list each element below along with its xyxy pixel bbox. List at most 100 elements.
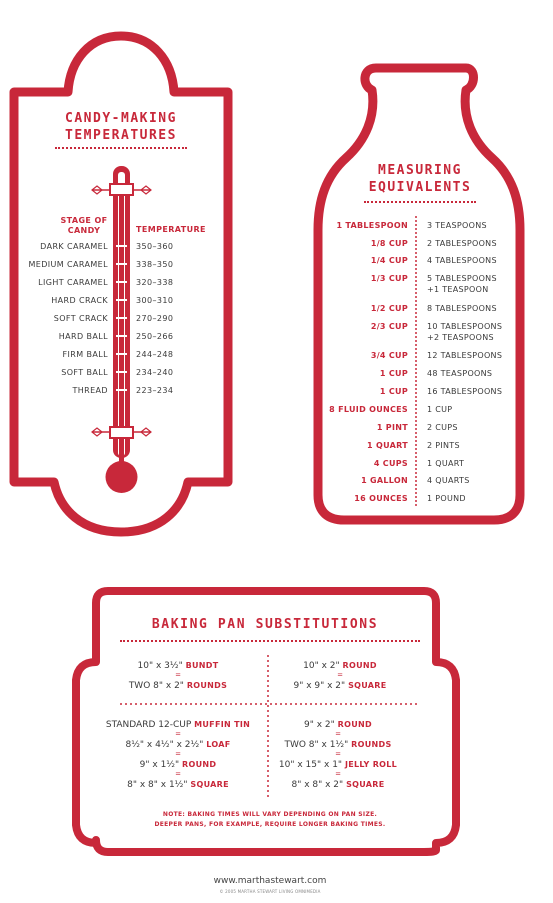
candy-stage: LIGHT CARAMEL — [38, 278, 108, 287]
baking-card-frame — [72, 587, 460, 856]
pan-name: SQUARE — [346, 780, 385, 789]
measuring-rhs-line1: 8 TABLESPOONS — [427, 304, 497, 313]
pan-8x8x2-square: 8" x 8" x 2" SQUARE — [218, 779, 458, 791]
candy-temp: 338–350 — [136, 260, 174, 269]
measuring-rhs-line1: 5 TABLESPOONS — [427, 274, 497, 283]
pan-dim: 8½" x 4½" x 2½" — [125, 740, 204, 750]
candy-temp: 223–234 — [136, 386, 174, 395]
measuring-rhs: 12 TABLESPOONS — [427, 350, 502, 361]
measuring-lhs: 4 CUPS — [373, 459, 408, 468]
measuring-title: MEASURING EQUIVALENTS — [320, 162, 520, 196]
candy-stage: HARD BALL — [58, 332, 108, 341]
candy-header-stage-line2: CANDY — [67, 226, 101, 235]
candy-row: SOFT CRACK 270–290 — [0, 314, 553, 328]
measuring-lhs: 1 CUP — [379, 369, 408, 378]
measuring-lhs: 1/4 CUP — [370, 256, 408, 265]
pan-name: ROUND — [182, 760, 217, 769]
pan-name: ROUND — [337, 720, 372, 729]
equals-sign: = — [335, 770, 341, 778]
measuring-rhs-line2: +2 TEASPOONS — [427, 333, 494, 342]
candy-stage: SOFT CRACK — [53, 314, 108, 323]
baking-note-line2: DEEPER PANS, FOR EXAMPLE, REQUIRE LONGER… — [154, 821, 386, 828]
equals-sign: = — [175, 770, 181, 778]
pan-9x2-round: 9" x 2" ROUND — [218, 719, 458, 731]
candy-stage: SOFT BALL — [61, 368, 108, 377]
measuring-card-frame — [313, 63, 525, 525]
candy-temp: 300–310 — [136, 296, 174, 305]
candy-row: HARD BALL 250–266 — [0, 332, 553, 346]
pan-name: JELLY ROLL — [344, 760, 398, 769]
measuring-rhs: 2 PINTS — [427, 440, 460, 451]
measuring-rhs: 8 TABLESPOONS — [427, 303, 497, 314]
measuring-title-line1: MEASURING — [378, 163, 462, 178]
pan-name: MUFFIN TIN — [194, 720, 251, 729]
measuring-rhs-line1: 4 TABLESPOONS — [427, 256, 497, 265]
measuring-rhs-line1: 1 CUP — [427, 405, 453, 414]
candy-row: LIGHT CARAMEL 320–338 — [0, 278, 553, 292]
measuring-rhs: 16 TABLESPOONS — [427, 386, 502, 397]
candy-temp: 270–290 — [136, 314, 174, 323]
equals-sign: = — [175, 750, 181, 758]
pan-dim: 10" x 15" x 1" — [278, 760, 343, 770]
candy-temp: 244–248 — [136, 350, 174, 359]
measuring-rhs: 3 TEASPOONS — [427, 220, 487, 231]
candy-row: MEDIUM CARAMEL 338–350 — [0, 260, 553, 274]
measuring-lhs: 1 QUART — [367, 441, 408, 450]
measuring-rhs-line1: 16 TABLESPOONS — [427, 387, 503, 396]
measuring-rhs-line1: 2 PINTS — [427, 441, 460, 450]
equals-sign: = — [335, 730, 341, 738]
measuring-rhs: 4 QUARTS — [427, 475, 470, 486]
measuring-lhs: 1 CUP — [379, 387, 408, 396]
measuring-lhs: 3/4 CUP — [370, 351, 408, 360]
candy-stage: FIRM BALL — [62, 350, 108, 359]
measuring-rhs: 1 QUART — [427, 458, 464, 469]
pan-dim: 8" x 8" x 1½" — [127, 780, 188, 790]
measuring-rhs-line1: 3 TEASPOONS — [427, 221, 487, 230]
pan-name: ROUND — [342, 661, 377, 670]
pan-name: LOAF — [206, 740, 231, 749]
thermometer-icon — [91, 166, 152, 493]
measuring-rhs: 1 POUND — [427, 493, 466, 504]
pan-loaf: 8½" x 4½" x 2½" LOAF — [58, 739, 298, 751]
measuring-lhs: 1 GALLON — [361, 476, 408, 485]
pan-dim: STANDARD 12-CUP — [105, 720, 192, 730]
candy-temp: 320–338 — [136, 278, 174, 287]
measuring-title-divider — [364, 201, 476, 203]
baking-title: BAKING PAN SUBSTITUTIONS — [151, 617, 379, 632]
measuring-title-line2: EQUIVALENTS — [368, 180, 472, 195]
measuring-lhs: 1/8 CUP — [370, 239, 408, 248]
pan-dim: TWO 8" x 1½" — [284, 740, 349, 750]
pan-dim: 9" x 1½" — [139, 760, 180, 770]
candy-row: FIRM BALL 244–248 — [0, 350, 553, 364]
measuring-rhs-line2: +1 TEASPOON — [427, 285, 489, 294]
candy-header-temperature: TEMPERATURE — [136, 225, 206, 234]
measuring-rhs-line1: 10 TABLESPOONS — [427, 322, 503, 331]
pan-name: ROUNDS — [186, 681, 228, 690]
candy-header-stage-line1: STAGE OF — [60, 216, 108, 225]
pan-dim: 10" x 2" — [303, 661, 340, 671]
measuring-rhs: 10 TABLESPOONS +2 TEASPOONS — [427, 321, 502, 343]
candy-stage: MEDIUM CARAMEL — [28, 260, 108, 269]
measuring-rhs: 2 TABLESPOONS — [427, 238, 497, 249]
measuring-rhs-line1: 2 CUPS — [427, 423, 458, 432]
pan-two-8-rounds: TWO 8" x 2" ROUNDS — [58, 680, 298, 692]
candy-stage: THREAD — [72, 386, 108, 395]
equals-sign: = — [175, 730, 181, 738]
measuring-lhs: 8 FLUID OUNCES — [329, 405, 408, 414]
measuring-rhs-line1: 2 TABLESPOONS — [427, 239, 497, 248]
candy-row: DARK CARAMEL 350–360 — [0, 242, 553, 256]
measuring-lhs: 2/3 CUP — [370, 322, 408, 331]
measuring-rhs-line1: 48 TEASPOONS — [427, 369, 493, 378]
candy-temp: 350–360 — [136, 242, 174, 251]
equals-sign: = — [337, 671, 343, 679]
measuring-rhs: 48 TEASPOONS — [427, 368, 492, 379]
pan-dim: 9" x 9" x 2" — [293, 681, 346, 691]
measuring-lhs: 1 PINT — [376, 423, 408, 432]
footer-url[interactable]: www.marthastewart.com — [213, 876, 327, 886]
measuring-rhs: 5 TABLESPOONS +1 TEASPOON — [427, 273, 497, 295]
pan-9-round: 9" x 1½" ROUND — [58, 759, 298, 771]
baking-title-divider — [120, 640, 420, 642]
candy-title-line2: TEMPERATURES — [65, 128, 177, 143]
pan-jelly-roll: 10" x 15" x 1" JELLY ROLL — [218, 759, 458, 771]
